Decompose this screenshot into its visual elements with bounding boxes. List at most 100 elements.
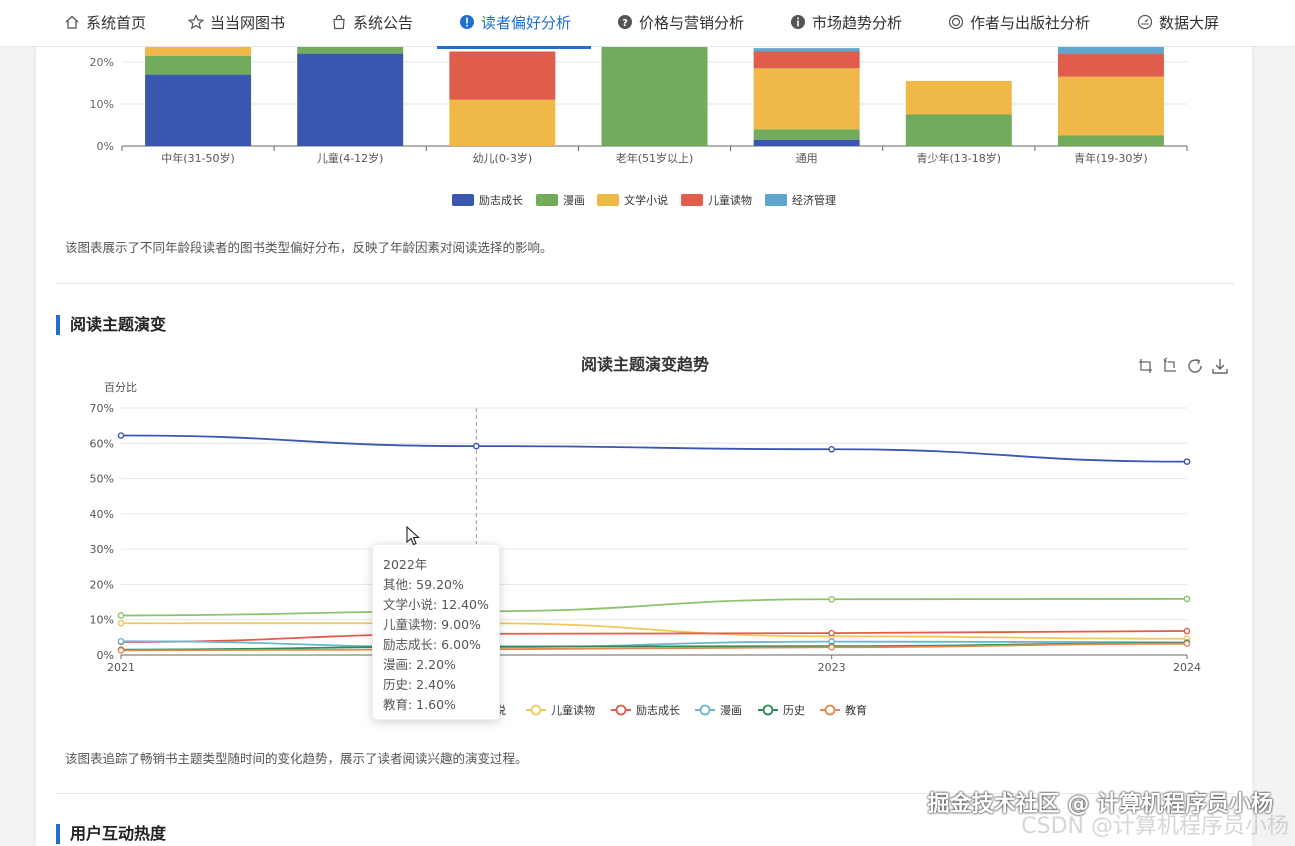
data-point — [473, 442, 480, 450]
legend-label: 教育 — [845, 703, 867, 717]
x-tick-label: 老年(51岁以上) — [616, 151, 694, 165]
y-tick-label: 40% — [90, 508, 114, 521]
bar-segment — [753, 48, 860, 52]
data-point — [117, 612, 125, 619]
legend-label: 励志成长 — [479, 194, 523, 207]
x-tick-label: 儿童(4-12岁) — [317, 151, 384, 165]
legend-swatch — [597, 194, 619, 206]
y-tick-label: 0% — [97, 140, 114, 153]
bar-segment — [1057, 53, 1164, 77]
series-line — [120, 630, 1188, 643]
y-tick-label: 10% — [90, 614, 114, 627]
tooltip-row: 其他: 59.20% — [383, 577, 464, 592]
data-point — [117, 637, 125, 645]
bar-segment — [145, 55, 252, 75]
section-title-user-interaction: 用户互动热度 — [56, 824, 166, 844]
x-tick-label: 中年(31-50岁) — [161, 151, 235, 165]
legend-label: 经济管理 — [792, 193, 836, 207]
star-icon — [188, 14, 204, 30]
nav-item-author-publisher[interactable]: 作者与出版社分析 — [948, 0, 1090, 46]
data-point — [1183, 640, 1191, 648]
zoom-reset-icon[interactable] — [1161, 357, 1179, 375]
nav-item-home[interactable]: 系统首页 — [64, 0, 146, 46]
y-tick-label: 70% — [90, 402, 114, 415]
x-tick-label: 2024 — [1173, 661, 1201, 674]
chart-tooltip: 2022年 其他: 59.20% 文学小说: 12.40% 儿童读物: 9.00… — [372, 544, 500, 720]
data-point — [1183, 627, 1191, 635]
bar-segment — [1057, 135, 1164, 146]
nav-item-dashboard[interactable]: 数据大屏 — [1137, 0, 1219, 46]
tooltip-title: 2022年 — [383, 557, 428, 572]
mouse-cursor-icon — [406, 526, 420, 546]
data-point — [828, 595, 835, 603]
chart-title: 阅读主题演变趋势 — [581, 355, 709, 374]
legend-swatch — [765, 194, 787, 206]
nav-item-dangdang-books[interactable]: 当当网图书 — [188, 0, 285, 46]
section-divider — [56, 283, 1234, 284]
top-nav: 系统首页 当当网图书 系统公告 读者偏好分析 ? 价格与营销分析 市场趋势分析 作… — [0, 0, 1295, 49]
legend-swatch — [536, 194, 558, 206]
info-filled-icon — [460, 15, 474, 29]
bar-segment — [753, 139, 860, 146]
svg-text:?: ? — [622, 18, 628, 29]
x-tick-label: 通用 — [796, 152, 818, 165]
section-divider — [56, 793, 1234, 794]
y-tick-label: 30% — [90, 543, 114, 556]
age-preference-chart: 0% 10% 20% 中年(31-50岁) 儿童(4-12岁) 幼儿(0-3岁) 老年(51… — [90, 46, 1188, 207]
data-point — [117, 619, 125, 627]
zoom-icon[interactable] — [1137, 357, 1155, 375]
bar-segment — [297, 53, 404, 146]
bar-segment — [297, 46, 404, 54]
tooltip-row: 励志成长: 6.00% — [383, 637, 481, 652]
nav-item-price-marketing[interactable]: ? 价格与营销分析 — [617, 0, 744, 46]
restore-icon[interactable] — [1186, 357, 1204, 375]
legend-swatch — [452, 194, 474, 206]
home-icon — [65, 15, 79, 29]
bar-segment — [753, 51, 860, 69]
section-title-theme-evolution: 阅读主题演变 — [56, 315, 166, 335]
bar-segment — [449, 51, 556, 100]
legend-label: 儿童读物 — [708, 193, 752, 207]
x-tick-label: 2023 — [818, 661, 846, 674]
question-circle-icon: ? — [618, 15, 632, 29]
legend-marker — [824, 704, 836, 716]
legend-label: 历史 — [783, 704, 805, 717]
gauge-icon — [1137, 14, 1153, 30]
data-point — [1183, 595, 1191, 603]
legend-marker — [530, 704, 542, 716]
nav-item-reader-preference[interactable]: 读者偏好分析 — [436, 0, 592, 49]
shopping-bag-icon — [333, 14, 345, 30]
y-tick-label: 0% — [97, 649, 114, 662]
bar-segment — [1057, 46, 1164, 54]
bar-segment — [1057, 76, 1164, 136]
series-line — [120, 622, 1188, 640]
bar-segment — [905, 80, 1012, 115]
tooltip-row: 教育: 1.60% — [383, 697, 456, 712]
series-line — [120, 640, 1188, 649]
bar-segment — [449, 99, 556, 146]
download-icon[interactable] — [1211, 357, 1229, 375]
data-point — [117, 432, 125, 439]
bar-segment — [753, 129, 860, 140]
tooltip-row: 漫画: 2.20% — [383, 657, 456, 672]
legend-marker — [699, 704, 711, 716]
y-tick-label: 20% — [90, 56, 114, 69]
legend-marker — [762, 704, 774, 716]
bar-segment — [145, 46, 252, 56]
bar-segment — [601, 46, 708, 146]
age-chart-description: 该图表展示了不同年龄段读者的图书类型偏好分布，反映了年龄因素对阅读选择的影响。 — [65, 240, 553, 255]
data-point — [828, 629, 835, 637]
x-tick-label: 2021 — [107, 661, 135, 674]
x-tick-label: 青年(19-30岁) — [1074, 151, 1148, 165]
legend-swatch — [681, 194, 703, 206]
data-point — [828, 643, 835, 651]
nav-item-market-trends[interactable]: 市场趋势分析 — [790, 0, 902, 46]
x-tick-label: 青少年(13-18岁) — [917, 151, 1002, 165]
bar-segment — [145, 74, 252, 146]
y-tick-label: 60% — [90, 437, 114, 450]
nav-item-announcements[interactable]: 系统公告 — [331, 0, 413, 46]
x-tick-label: 幼儿(0-3岁) — [473, 151, 533, 165]
y-tick-label: 10% — [90, 98, 114, 111]
series-line — [120, 434, 1188, 463]
y-tick-label: 20% — [90, 578, 114, 591]
